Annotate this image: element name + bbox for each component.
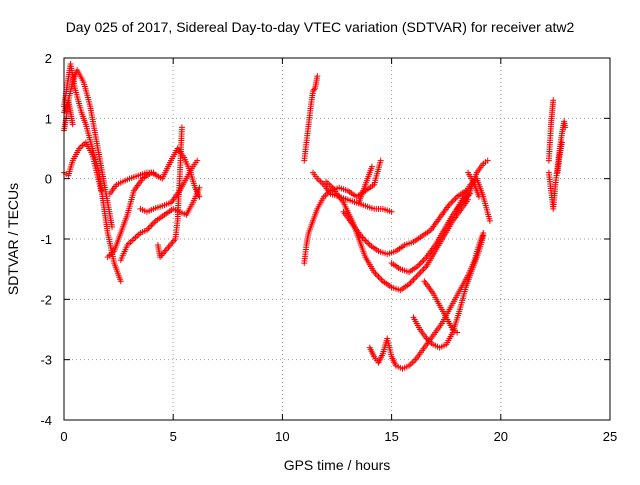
data-point-marker: [151, 219, 158, 226]
data-point-marker: [419, 258, 426, 265]
data-point-marker: [109, 223, 116, 230]
data-point-marker: [550, 97, 557, 104]
y-tick-label: -3: [40, 353, 52, 368]
data-point-marker: [98, 187, 105, 194]
y-tick-label: -2: [40, 292, 52, 307]
y-tick-label: -4: [40, 413, 52, 428]
data-point-marker: [446, 201, 453, 208]
data-point-marker: [148, 222, 155, 229]
x-tick-label: 25: [603, 429, 617, 444]
y-tick-label: -1: [40, 232, 52, 247]
x-tick-label: 10: [275, 429, 289, 444]
x-tick-label: 20: [494, 429, 508, 444]
data-point-marker: [314, 73, 321, 80]
data-point-marker: [377, 157, 384, 164]
data-point-marker: [419, 267, 426, 274]
data-point-marker: [414, 272, 421, 279]
data-point-marker: [454, 329, 461, 336]
data-point-marker: [375, 273, 382, 280]
data-point-marker: [452, 195, 459, 202]
y-tick-label: 1: [45, 111, 52, 126]
data-point-marker: [194, 157, 201, 164]
data-point-marker: [388, 208, 395, 215]
data-point-marker: [117, 278, 124, 285]
data-point-marker: [196, 184, 203, 191]
data-markers: [61, 61, 569, 372]
data-point-marker: [365, 240, 372, 247]
data-point-marker: [178, 124, 185, 131]
data-point-marker: [449, 198, 456, 205]
data-point-marker: [416, 261, 423, 268]
data-point-marker: [378, 276, 385, 283]
data-point-marker: [149, 220, 156, 227]
data-point-marker: [413, 273, 420, 280]
data-point-marker: [562, 124, 569, 131]
grid-lines: [64, 58, 610, 420]
data-point-marker: [408, 278, 415, 285]
y-tick-label: 2: [45, 51, 52, 66]
data-point-marker: [475, 193, 482, 200]
data-point-marker: [558, 139, 565, 146]
data-point-marker: [480, 232, 487, 239]
data-point-marker: [420, 266, 427, 273]
data-point-marker: [150, 169, 157, 176]
data-point-marker: [374, 272, 381, 279]
x-tick-label: 0: [60, 429, 67, 444]
data-point-marker: [417, 260, 424, 267]
data-point-marker: [448, 199, 455, 206]
data-point-marker: [69, 121, 76, 128]
data-point-marker: [407, 279, 414, 286]
x-axis-label: GPS time / hours: [284, 457, 391, 473]
data-point-marker: [486, 217, 493, 224]
data-point-marker: [363, 239, 370, 246]
y-axis-label: SDTVAR / TECUs: [5, 183, 21, 295]
x-tick-label: 5: [170, 429, 177, 444]
data-point-marker: [146, 223, 153, 230]
data-point-marker: [416, 270, 423, 277]
data-point-marker: [376, 275, 383, 282]
data-point-marker: [368, 163, 375, 170]
data-point-marker: [417, 269, 424, 276]
data-point-marker: [311, 86, 318, 93]
data-point-marker: [411, 275, 418, 282]
x-tick-label: 15: [384, 429, 398, 444]
y-tick-label: 0: [45, 172, 52, 187]
tick-marks: [63, 57, 611, 421]
chart-title: Day 025 of 2017, Sidereal Day-to-day VTE…: [66, 19, 575, 35]
data-point-marker: [484, 157, 491, 164]
data-point-marker: [410, 276, 417, 283]
data-point-marker: [451, 196, 458, 203]
